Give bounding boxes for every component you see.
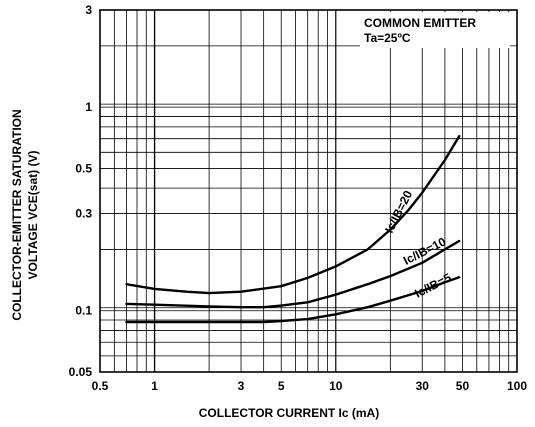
y-tick-label: 0.05 xyxy=(69,365,93,379)
x-tick-label: 1 xyxy=(151,379,158,393)
series-line-1 xyxy=(125,134,461,295)
curves xyxy=(125,134,461,324)
plot-frame xyxy=(99,9,518,373)
y-tick-label: 0.3 xyxy=(75,207,92,221)
grid xyxy=(99,9,518,373)
curve-label-3: Ic/IB=5 xyxy=(412,270,453,300)
series-line-2 xyxy=(125,239,461,309)
annotation-box xyxy=(360,12,510,48)
annotation-line-1: COMMON EMITTER xyxy=(364,16,476,30)
x-axis-title: COLLECTOR CURRENT Ic (mA) xyxy=(199,406,379,420)
y-tick-label: 3 xyxy=(85,3,92,17)
y-tick-label: 1 xyxy=(85,100,92,114)
x-tick-label: 3 xyxy=(238,379,245,393)
x-tick-label: 30 xyxy=(416,379,430,393)
curve-label-1: Ic/IB=20 xyxy=(382,188,415,235)
y-axis-title-line-1: COLLECTOR-EMITTER SATURATION xyxy=(10,109,24,320)
annotation-line-2: Ta=25ºC xyxy=(364,31,411,45)
x-tick-label: 50 xyxy=(456,379,470,393)
x-tick-label: 10 xyxy=(329,379,343,393)
y-tick-label: 0.5 xyxy=(75,161,92,175)
x-tick-label: 100 xyxy=(507,379,527,393)
tick-labels: 0.5 1 3 5 10 30 50 100 0.05 0.1 0.3 0.5 1 3 xyxy=(69,3,528,393)
x-tick-label: 0.5 xyxy=(92,379,109,393)
series-line-3 xyxy=(125,276,461,324)
x-tick-label: 5 xyxy=(278,379,285,393)
y-axis-title-line-2: VOLTAGE VCE(sat) (V) xyxy=(26,151,40,280)
y-tick-label: 0.1 xyxy=(75,304,92,318)
